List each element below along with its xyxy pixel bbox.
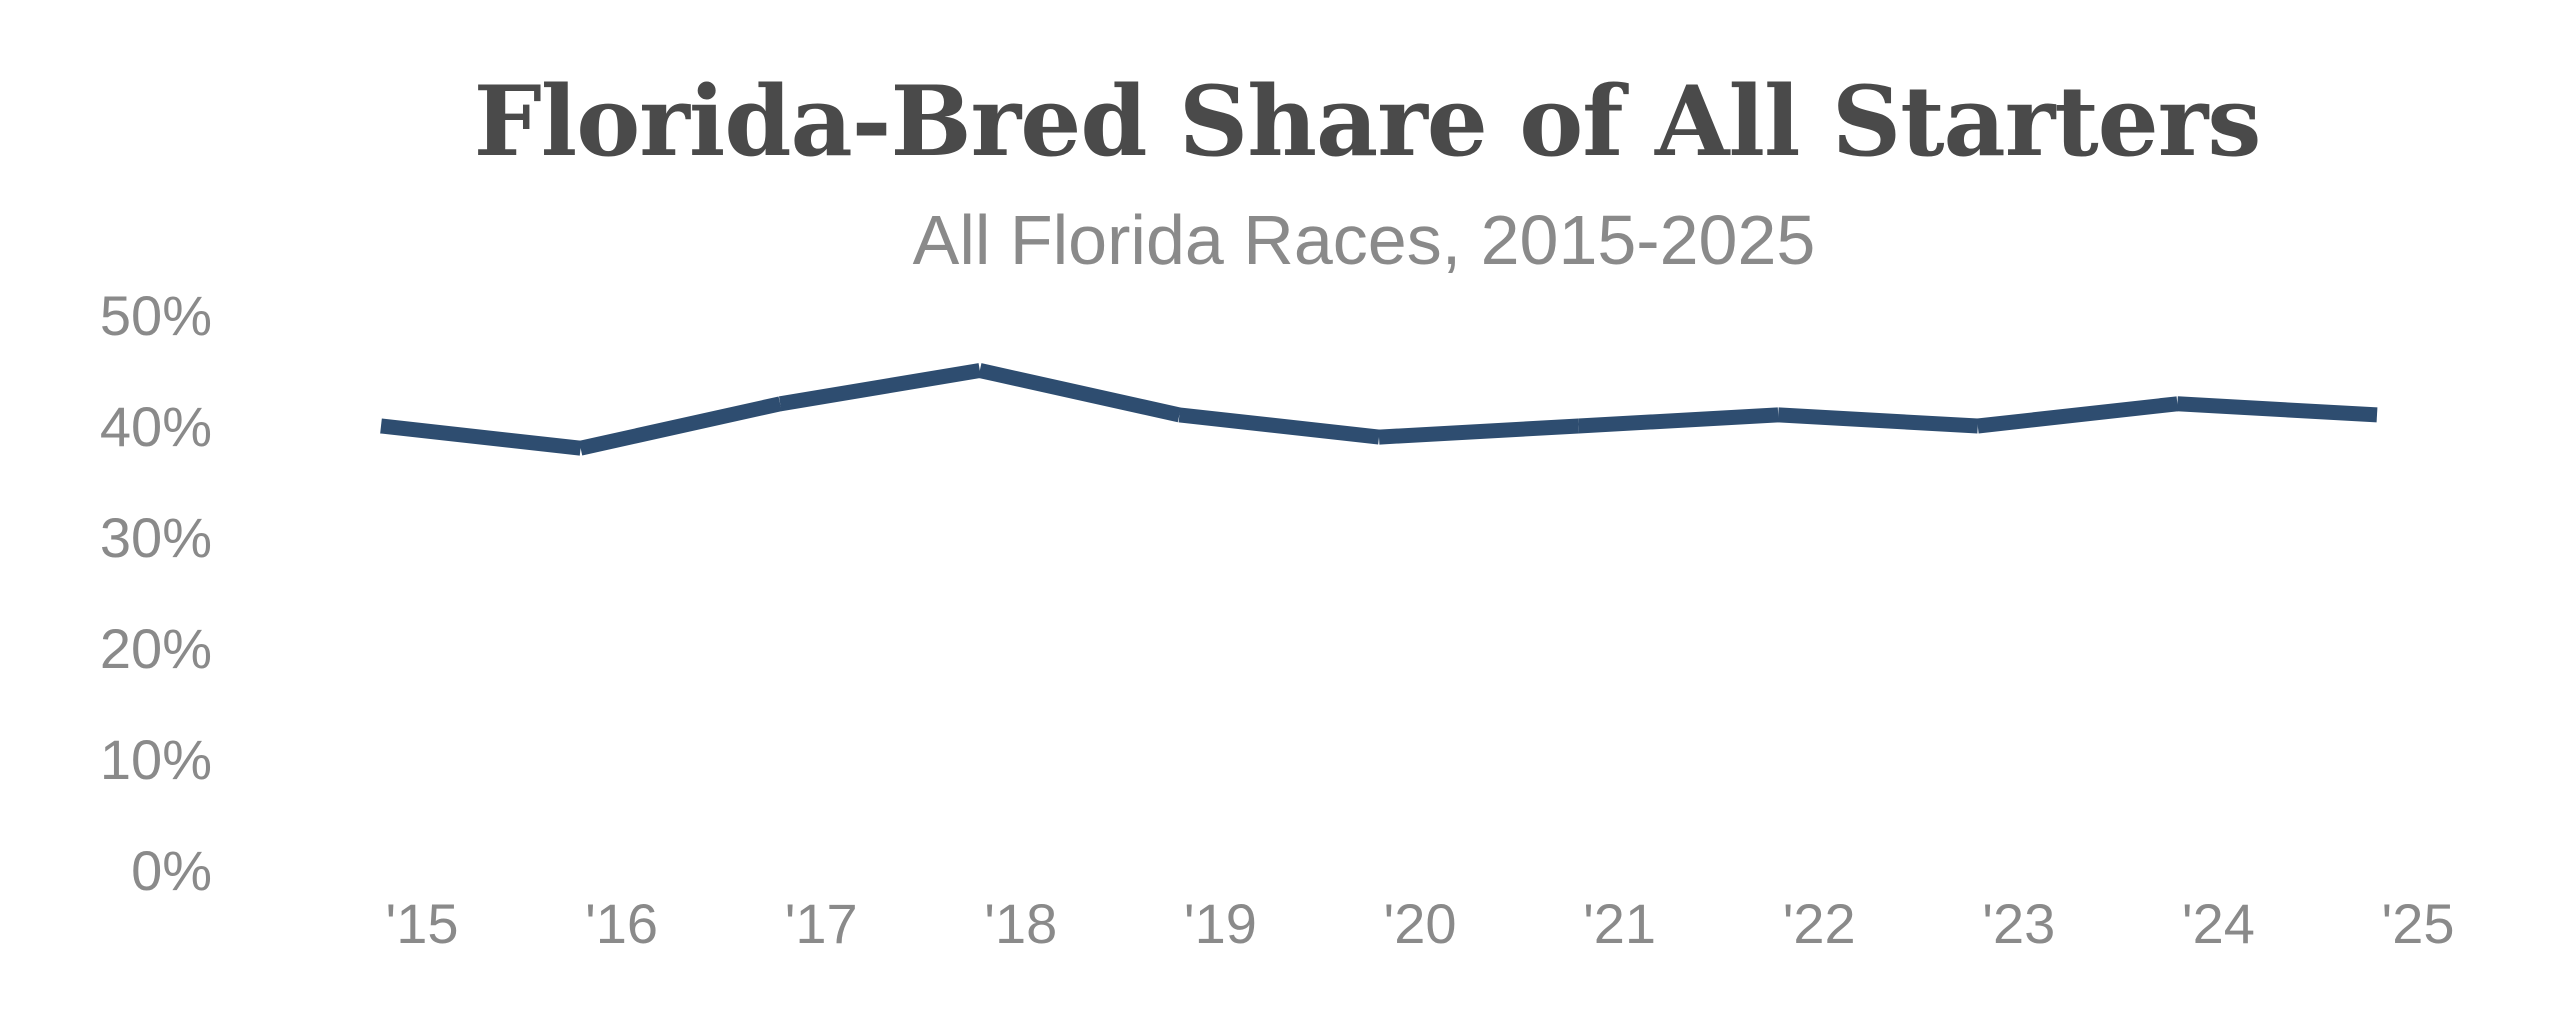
data-point (574, 441, 588, 455)
line-segment (578, 396, 782, 456)
data-point (773, 397, 787, 411)
data-point (1971, 419, 1985, 433)
x-tick-label: '15 (386, 892, 459, 955)
x-tick-label: '22 (1783, 892, 1856, 955)
data-point (374, 419, 388, 433)
data-point (2170, 397, 2184, 411)
series-line (374, 363, 2384, 456)
x-tick-label: '16 (585, 892, 658, 955)
line-segment (380, 418, 582, 456)
line-segment (978, 363, 1182, 423)
x-tick-label: '21 (1583, 892, 1656, 955)
line-segment (1378, 418, 1580, 445)
x-tick-label: '18 (984, 892, 1057, 955)
x-tick-label: '23 (1982, 892, 2055, 955)
y-tick-label: 20% (100, 617, 212, 680)
y-tick-label: 50% (100, 284, 212, 347)
x-tick-label: '20 (1384, 892, 1457, 955)
x-tick-label: '19 (1184, 892, 1257, 955)
y-axis: 0% 10% 20% 30% 40% 50% (100, 284, 212, 902)
y-tick-label: 40% (100, 395, 212, 458)
x-axis: '15 '16 '17 '18 '19 '20 '21 '22 '23 '24 '25 (386, 892, 2455, 955)
data-point (2370, 408, 2384, 422)
x-tick-label: '17 (785, 892, 858, 955)
y-tick-label: 30% (100, 506, 212, 569)
line-segment (1777, 407, 1979, 434)
y-tick-label: 10% (100, 728, 212, 791)
y-tick-label: 0% (131, 839, 212, 902)
chart-subtitle: All Florida Races, 2015-2025 (912, 201, 1816, 279)
x-tick-label: '25 (2382, 892, 2455, 955)
data-point (1771, 408, 1785, 422)
chart-title: Florida-Bred Share of All Starters (473, 65, 2262, 178)
line-segment (1178, 407, 1380, 445)
x-tick-label: '24 (2182, 892, 2255, 955)
line-segment (778, 363, 982, 412)
line-segment (1976, 396, 2179, 434)
series-layer (374, 363, 2384, 456)
data-point (973, 364, 987, 378)
data-point (1172, 408, 1186, 422)
line-segment (1578, 407, 1779, 434)
line-segment (2176, 396, 2378, 423)
data-point (1372, 430, 1386, 444)
data-point (1572, 419, 1586, 433)
